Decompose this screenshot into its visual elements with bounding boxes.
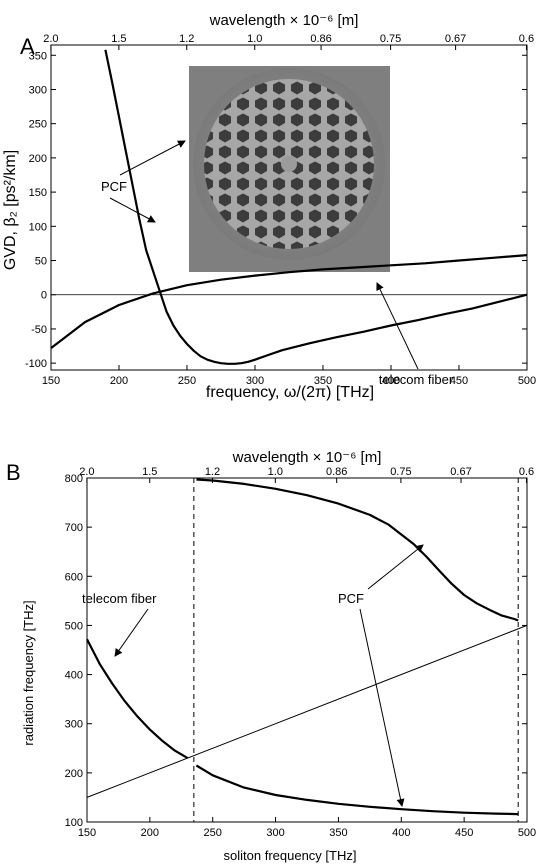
panel-b-annotation-telecom-fiber: telecom fiber: [82, 591, 157, 606]
panel-a-top-tick-label: 1.5: [111, 33, 126, 45]
panel-a-top-tick-label: 2.0: [43, 33, 58, 45]
panel-a-top-tick-label: 0.75: [380, 33, 401, 45]
panel-a-y-axis-label: GVD, β₂ [ps²/km]: [2, 150, 19, 270]
panel-b-series-identity-line: [86, 624, 528, 798]
panel-a-y-tick-label: 200: [29, 153, 47, 165]
panel-a-x-tick-label: 500: [518, 375, 536, 387]
panel-a-y-tick-label: -50: [31, 324, 47, 336]
panel-a-x-tick-label: 250: [178, 375, 196, 387]
panel-b-top-tick-label: 0.67: [450, 466, 471, 478]
panel-b-y-axis-label: radiation frequency [THz]: [21, 600, 36, 745]
panel-a-x-tick-label: 300: [246, 375, 264, 387]
panel-b-annotation-pcf: PCF: [338, 591, 364, 606]
panel-b-series-pcf-upper-branch: [196, 478, 519, 622]
panel-b-y-tick-label: 700: [65, 522, 83, 534]
panel-a-x-tick-label: 450: [450, 375, 468, 387]
panel-a-y-tick-label: 250: [29, 119, 47, 131]
panel-b-top-axis-label: wavelength × 10⁻⁶ [m]: [232, 449, 382, 466]
panel-a-series-telecom-fiber: [50, 254, 528, 349]
panel-a-y-tick-label: 300: [29, 84, 47, 96]
panel-b-x-tick-label: 500: [518, 827, 536, 839]
panel-a-y-tick-label: -100: [25, 358, 47, 370]
panel-a-arrow-pcf-2: [109, 197, 156, 223]
panel-b-top-tick-label: 0.75: [390, 466, 411, 478]
panel-b-y-tick-label: 800: [65, 473, 83, 485]
panel-b-y-tick-label: 400: [65, 670, 83, 682]
panel-b-arrow-pcf-up: [367, 544, 424, 590]
panel-a-x-tick-label: 400: [382, 375, 400, 387]
panel-b-x-tick-label: 150: [78, 827, 96, 839]
panel-a-top-tick-label: 0.6: [519, 33, 534, 45]
panel-a-top-tick-label: 1.2: [179, 33, 194, 45]
panel-a-label: A: [20, 34, 35, 59]
panel-a-top-axis-label: wavelength × 10⁻⁶ [m]: [209, 12, 359, 29]
panel-b-plot-frame: [86, 477, 528, 823]
panel-a-y-tick-label: 150: [29, 187, 47, 199]
panel-a-y-tick-label: 50: [35, 256, 47, 268]
panel-b-x-tick-label: 450: [455, 827, 473, 839]
panel-a-x-tick-label: 150: [42, 375, 60, 387]
panel-b-x-tick-label: 400: [392, 827, 410, 839]
panel-a-arrow-telecom-fiber: [376, 282, 419, 370]
panel-b-arrow-telecom-fiber: [114, 608, 149, 657]
panel-a-y-tick-label: 100: [29, 221, 47, 233]
panel-b-y-tick-label: 500: [65, 620, 83, 632]
panel-a-top-tick-label: 1.0: [247, 33, 262, 45]
panel-b-y-tick-label: 100: [65, 817, 83, 829]
panel-a-annotation-pcf: PCF: [101, 179, 127, 194]
panel-b-x-tick-label: 300: [266, 827, 284, 839]
panel-b-label: B: [6, 460, 21, 485]
panel-b-top-tick-label: 0.86: [326, 466, 347, 478]
panel-b-x-tick-label: 200: [141, 827, 159, 839]
panel-a-top-tick-label: 0.86: [310, 33, 331, 45]
panel-a: A wavelength × 10⁻⁶ [m] 150 200 250 300 350 4…: [2, 12, 536, 401]
panel-b-top-tick-label: 2.0: [79, 466, 94, 478]
panel-a-y-tick-label: 350: [29, 50, 47, 62]
panel-b-y-tick-label: 200: [65, 768, 83, 780]
panel-a-plot: [50, 49, 528, 365]
pcf-micrograph-inset: [189, 66, 390, 272]
panel-b-x-tick-label: 350: [329, 827, 347, 839]
panel-b-top-tick-label: 1.0: [268, 466, 283, 478]
panel-b-series-telecom-fiber: [86, 638, 189, 760]
panel-b-axes: 150 200 250 300 350 400 450 500 100 200 300 400 500 6…: [65, 466, 537, 839]
panel-a-top-tick-label: 0.67: [445, 33, 466, 45]
panel-a-x-axis-label: frequency, ω/(2π) [THz]: [206, 384, 374, 401]
panel-b-top-tick-label: 0.6: [519, 466, 534, 478]
panel-b: B wavelength × 10⁻⁶ [m] 150 200 250 300 350 4…: [6, 449, 536, 863]
panel-a-x-tick-label: 200: [110, 375, 128, 387]
panel-a-axes: 150 200 250 300 350 400 450 500 -100 -50 0 50 100 150…: [25, 33, 536, 387]
panel-b-y-tick-label: 600: [65, 571, 83, 583]
panel-b-arrow-pcf-down: [359, 608, 405, 807]
micrograph-core: [281, 156, 297, 172]
panel-b-plot: [86, 478, 528, 822]
panel-a-plot-frame: [50, 44, 528, 371]
panel-b-series-pcf-lower-branch: [195, 764, 519, 816]
panel-a-y-tick-label: 0: [41, 290, 47, 302]
panel-b-top-tick-label: 1.2: [205, 466, 220, 478]
panel-a-series-pcf: [104, 49, 528, 365]
panel-b-x-tick-label: 250: [204, 827, 222, 839]
panel-b-x-axis-label: soliton frequency [THz]: [224, 848, 357, 863]
panel-a-arrow-pcf-1: [119, 140, 186, 176]
panel-b-y-tick-label: 300: [65, 719, 83, 731]
panel-b-top-tick-label: 1.5: [142, 466, 157, 478]
panel-a-annotation-telecom-fiber: telecom fiber: [379, 372, 454, 387]
panel-a-x-tick-label: 350: [314, 375, 332, 387]
